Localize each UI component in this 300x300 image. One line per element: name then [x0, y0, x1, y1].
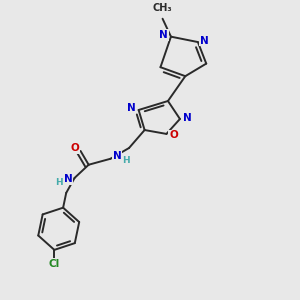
Text: H: H — [122, 156, 130, 165]
Text: H: H — [55, 178, 63, 187]
Text: O: O — [169, 130, 178, 140]
Text: N: N — [113, 152, 122, 161]
Text: N: N — [200, 36, 209, 46]
Text: N: N — [127, 103, 136, 112]
Text: CH₃: CH₃ — [152, 3, 172, 13]
Text: N: N — [64, 174, 72, 184]
Text: N: N — [183, 113, 191, 123]
Text: O: O — [70, 143, 79, 153]
Text: Cl: Cl — [49, 259, 60, 269]
Text: N: N — [159, 30, 168, 40]
